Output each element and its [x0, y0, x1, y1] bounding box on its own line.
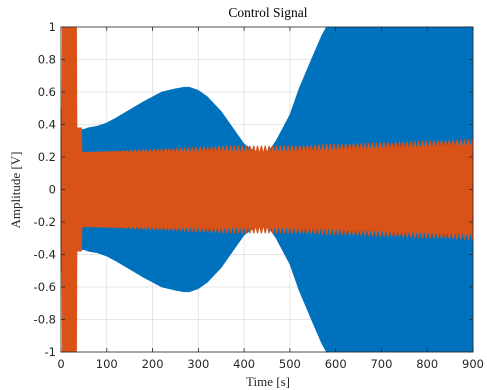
x-tick-labels: 0 100 200 300 400 500 600 700 800 900	[57, 357, 484, 371]
y-tick-label-3: -0.4	[34, 248, 56, 262]
y-tick-label-2: -0.6	[34, 280, 56, 294]
y-tick-label-4: -0.2	[34, 215, 56, 229]
x-tick-label-4: 400	[233, 357, 255, 371]
y-tick-label-1: -0.8	[34, 313, 56, 327]
x-tick-label-3: 300	[187, 357, 209, 371]
x-axis-label: Time [s]	[246, 374, 290, 389]
x-tick-label-0: 0	[57, 357, 64, 371]
chart-title: Control Signal	[228, 5, 307, 20]
axes-box	[60, 26, 474, 353]
y-tick-label-7: 0.4	[38, 118, 56, 132]
x-tick-label-5: 500	[279, 357, 301, 371]
x-tick-label-9: 900	[462, 357, 484, 371]
x-tick-label-8: 800	[416, 357, 438, 371]
x-tick-label-1: 100	[96, 357, 118, 371]
y-tick-label-9: 0.8	[38, 53, 56, 67]
y-axis-label: Amplitude [V]	[8, 152, 23, 229]
y-tick-labels: -1 -0.8 -0.6 -0.4 -0.2 0 0.2 0.4 0.6 0.8 1	[34, 20, 56, 359]
x-tick-label-7: 700	[370, 357, 392, 371]
y-tick-label-8: 0.6	[38, 85, 56, 99]
x-tick-label-2: 200	[142, 357, 164, 371]
y-tick-label-0: -1	[45, 345, 56, 359]
y-tick-label-6: 0.2	[38, 150, 56, 164]
y-tick-label-10: 1	[49, 20, 56, 34]
x-tick-label-6: 600	[325, 357, 347, 371]
y-tick-label-5: 0	[49, 183, 56, 197]
